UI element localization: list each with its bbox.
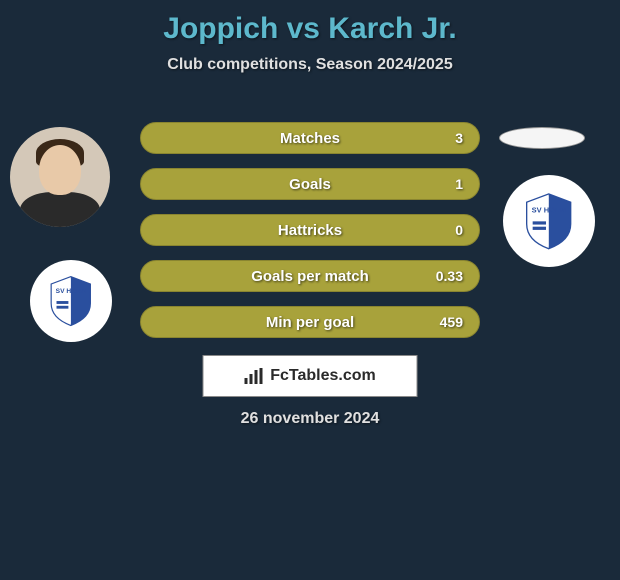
svg-text:SV HORN: SV HORN	[532, 205, 566, 214]
stat-label: Goals per match	[251, 268, 369, 285]
stat-bar-hattricks: Hattricks 0	[140, 214, 480, 246]
club-badge-right: SV HORN	[503, 175, 595, 267]
avatar-body	[20, 192, 100, 227]
fctables-label: FcTables.com	[270, 367, 376, 385]
fctables-watermark: FcTables.com	[203, 355, 418, 397]
player-left-avatar	[10, 127, 110, 227]
shield-icon: SV HORN	[522, 191, 575, 252]
club-shield-right: SV HORN	[522, 191, 575, 252]
stat-value-right: 459	[440, 314, 463, 330]
stat-value-right: 1	[455, 176, 463, 192]
stat-bar-matches: Matches 3	[140, 122, 480, 154]
date-text: 26 november 2024	[241, 410, 380, 428]
stat-value-right: 0	[455, 222, 463, 238]
svg-text:SV HORN: SV HORN	[56, 288, 86, 295]
stat-bar-min-per-goal: Min per goal 459	[140, 306, 480, 338]
stat-label: Matches	[280, 130, 340, 147]
stat-label: Hattricks	[278, 222, 342, 239]
stats-container: Matches 3 Goals 1 Hattricks 0 Goals per …	[140, 122, 480, 352]
stat-value-right: 0.33	[436, 268, 463, 284]
club-badge-left: SV HORN	[30, 260, 112, 342]
page-title: Joppich vs Karch Jr.	[0, 0, 620, 46]
stat-bar-goals-per-match: Goals per match 0.33	[140, 260, 480, 292]
shield-icon: SV HORN	[47, 274, 95, 328]
stat-value-right: 3	[455, 130, 463, 146]
stat-label: Min per goal	[266, 314, 354, 331]
stat-bar-goals: Goals 1	[140, 168, 480, 200]
stat-label: Goals	[289, 176, 331, 193]
bar-chart-icon	[244, 368, 262, 384]
club-shield-left: SV HORN	[47, 274, 95, 328]
subtitle: Club competitions, Season 2024/2025	[0, 56, 620, 74]
avatar-face	[39, 145, 81, 195]
player-right-avatar	[499, 127, 585, 149]
